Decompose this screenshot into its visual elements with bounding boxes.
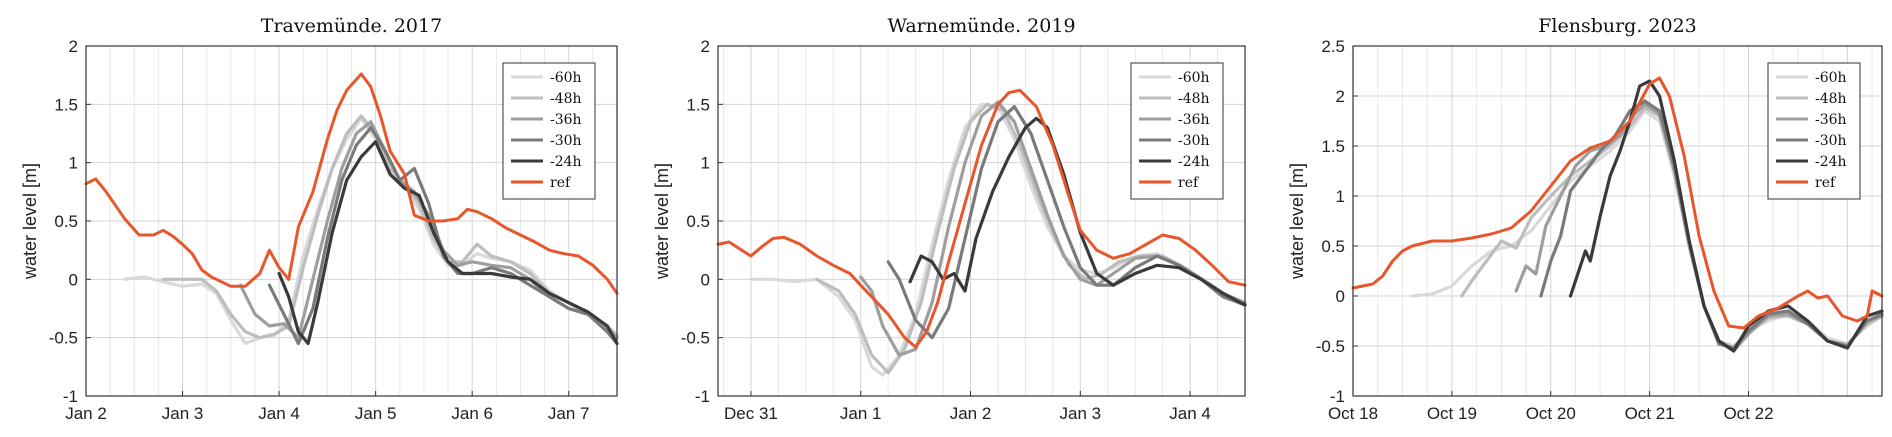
series-line-ref <box>84 72 619 295</box>
legend-label: -24h <box>1815 154 1847 170</box>
x-tick-label: Jan 3 <box>1060 404 1102 423</box>
legend-box <box>502 62 596 200</box>
y-tick-label: 0 <box>701 270 710 289</box>
y-tick-label: -1 <box>695 387 710 406</box>
y-tick-label: -1 <box>1330 387 1345 406</box>
x-tick-label: Dec 31 <box>724 404 778 423</box>
y-tick-label: -0.5 <box>681 329 710 348</box>
series-line-48h <box>815 102 1247 375</box>
chart-panel-travemunde: -1 -0.5 0 0.5 1 1.5 2 Jan 2 Jan 3 Jan 4 Jan 5 Jan 6… <box>20 15 619 423</box>
chart-title: Travemünde. 2017 <box>261 15 442 37</box>
x-tick-label: Oct 21 <box>1625 404 1675 423</box>
legend-label: -30h <box>1178 133 1210 149</box>
x-tick-label: Oct 19 <box>1427 404 1477 423</box>
legend-label: ref <box>1178 175 1200 191</box>
x-tick-label: Jan 6 <box>451 404 493 423</box>
legend-label: -36h <box>1815 112 1847 128</box>
y-tick-label: -0.5 <box>49 329 78 348</box>
x-tick-label: Jan 5 <box>355 404 397 423</box>
legend-label: -60h <box>550 70 582 86</box>
y-tick-label: 0.5 <box>686 212 710 231</box>
x-tick-label: Oct 22 <box>1723 404 1773 423</box>
x-tick-label: Jan 1 <box>840 404 882 423</box>
y-axis-label: water level [m] <box>652 163 672 280</box>
chart-title: Flensburg. 2023 <box>1538 15 1697 37</box>
legend-label: -24h <box>1178 154 1210 170</box>
legend-label: -60h <box>1178 70 1210 86</box>
legend-label: ref <box>1815 175 1837 191</box>
series-line-ref <box>1351 76 1884 330</box>
y-tick-label: 0.5 <box>54 212 78 231</box>
y-tick-label: 2 <box>701 37 710 56</box>
x-tick-label: Oct 18 <box>1328 404 1378 423</box>
legend: -60h -48h -36h -30h -24h ref <box>502 62 596 200</box>
legend: -60h -48h -36h -30h -24h ref <box>1767 62 1861 200</box>
series-line-24h <box>277 140 619 346</box>
series-line-ref <box>716 88 1247 349</box>
y-tick-label: 1.5 <box>1321 137 1345 156</box>
legend-label: ref <box>550 175 572 191</box>
y-axis-label: water level [m] <box>1287 163 1307 280</box>
legend: -60h -48h -36h -30h -24h ref <box>1130 62 1224 200</box>
series-line-30h <box>886 105 1247 340</box>
legend-label: -48h <box>1815 91 1847 107</box>
x-tick-label: Jan 4 <box>1169 404 1211 423</box>
legend-label: -48h <box>550 91 582 107</box>
legend-label: -30h <box>550 133 582 149</box>
legend-label: -48h <box>1178 91 1210 107</box>
series-line-48h <box>161 114 619 340</box>
axes-box <box>1352 45 1883 397</box>
x-tick-label: Jan 2 <box>65 404 107 423</box>
legend-label: -36h <box>1178 112 1210 128</box>
y-tick-label: 1 <box>701 154 710 173</box>
y-axis-label: water level [m] <box>20 163 40 280</box>
legend-label: -36h <box>550 112 582 128</box>
y-tick-label: 0 <box>69 270 78 289</box>
legend-label: -24h <box>550 154 582 170</box>
x-tick-label: Jan 7 <box>548 404 590 423</box>
y-tick-label: 2.5 <box>1321 37 1345 56</box>
series-line-30h <box>267 126 619 346</box>
y-tick-label: -1 <box>63 387 78 406</box>
x-tick-label: Oct 20 <box>1526 404 1576 423</box>
chart-panel-flensburg: -1 -0.5 0 0.5 1 1.5 2 2.5 Oct 18 Oct 19 Oct 20 Oct … <box>1287 15 1884 423</box>
legend-label: -60h <box>1815 70 1847 86</box>
y-tick-label: 1 <box>1336 187 1345 206</box>
y-tick-label: 0.5 <box>1321 237 1345 256</box>
y-tick-label: 1.5 <box>686 95 710 114</box>
legend-box <box>1767 62 1861 200</box>
x-tick-label: Jan 2 <box>950 404 992 423</box>
y-tick-label: 2 <box>1336 87 1345 106</box>
legend-box <box>1130 62 1224 200</box>
legend-label: -30h <box>1815 133 1847 149</box>
chart-panel-warnemunde: -1 -0.5 0 0.5 1 1.5 2 Dec 31 Jan 1 Jan 2 Jan 3 Jan … <box>652 15 1247 423</box>
y-tick-label: -0.5 <box>1316 337 1345 356</box>
x-tick-label: Jan 4 <box>258 404 300 423</box>
chart-title: Warnemünde. 2019 <box>887 15 1075 37</box>
y-tick-label: 2 <box>69 37 78 56</box>
y-tick-label: 1 <box>69 154 78 173</box>
x-tick-label: Jan 3 <box>162 404 204 423</box>
series-line-24h <box>1568 79 1884 353</box>
y-tick-label: 0 <box>1336 287 1345 306</box>
y-tick-label: 1.5 <box>54 95 78 114</box>
